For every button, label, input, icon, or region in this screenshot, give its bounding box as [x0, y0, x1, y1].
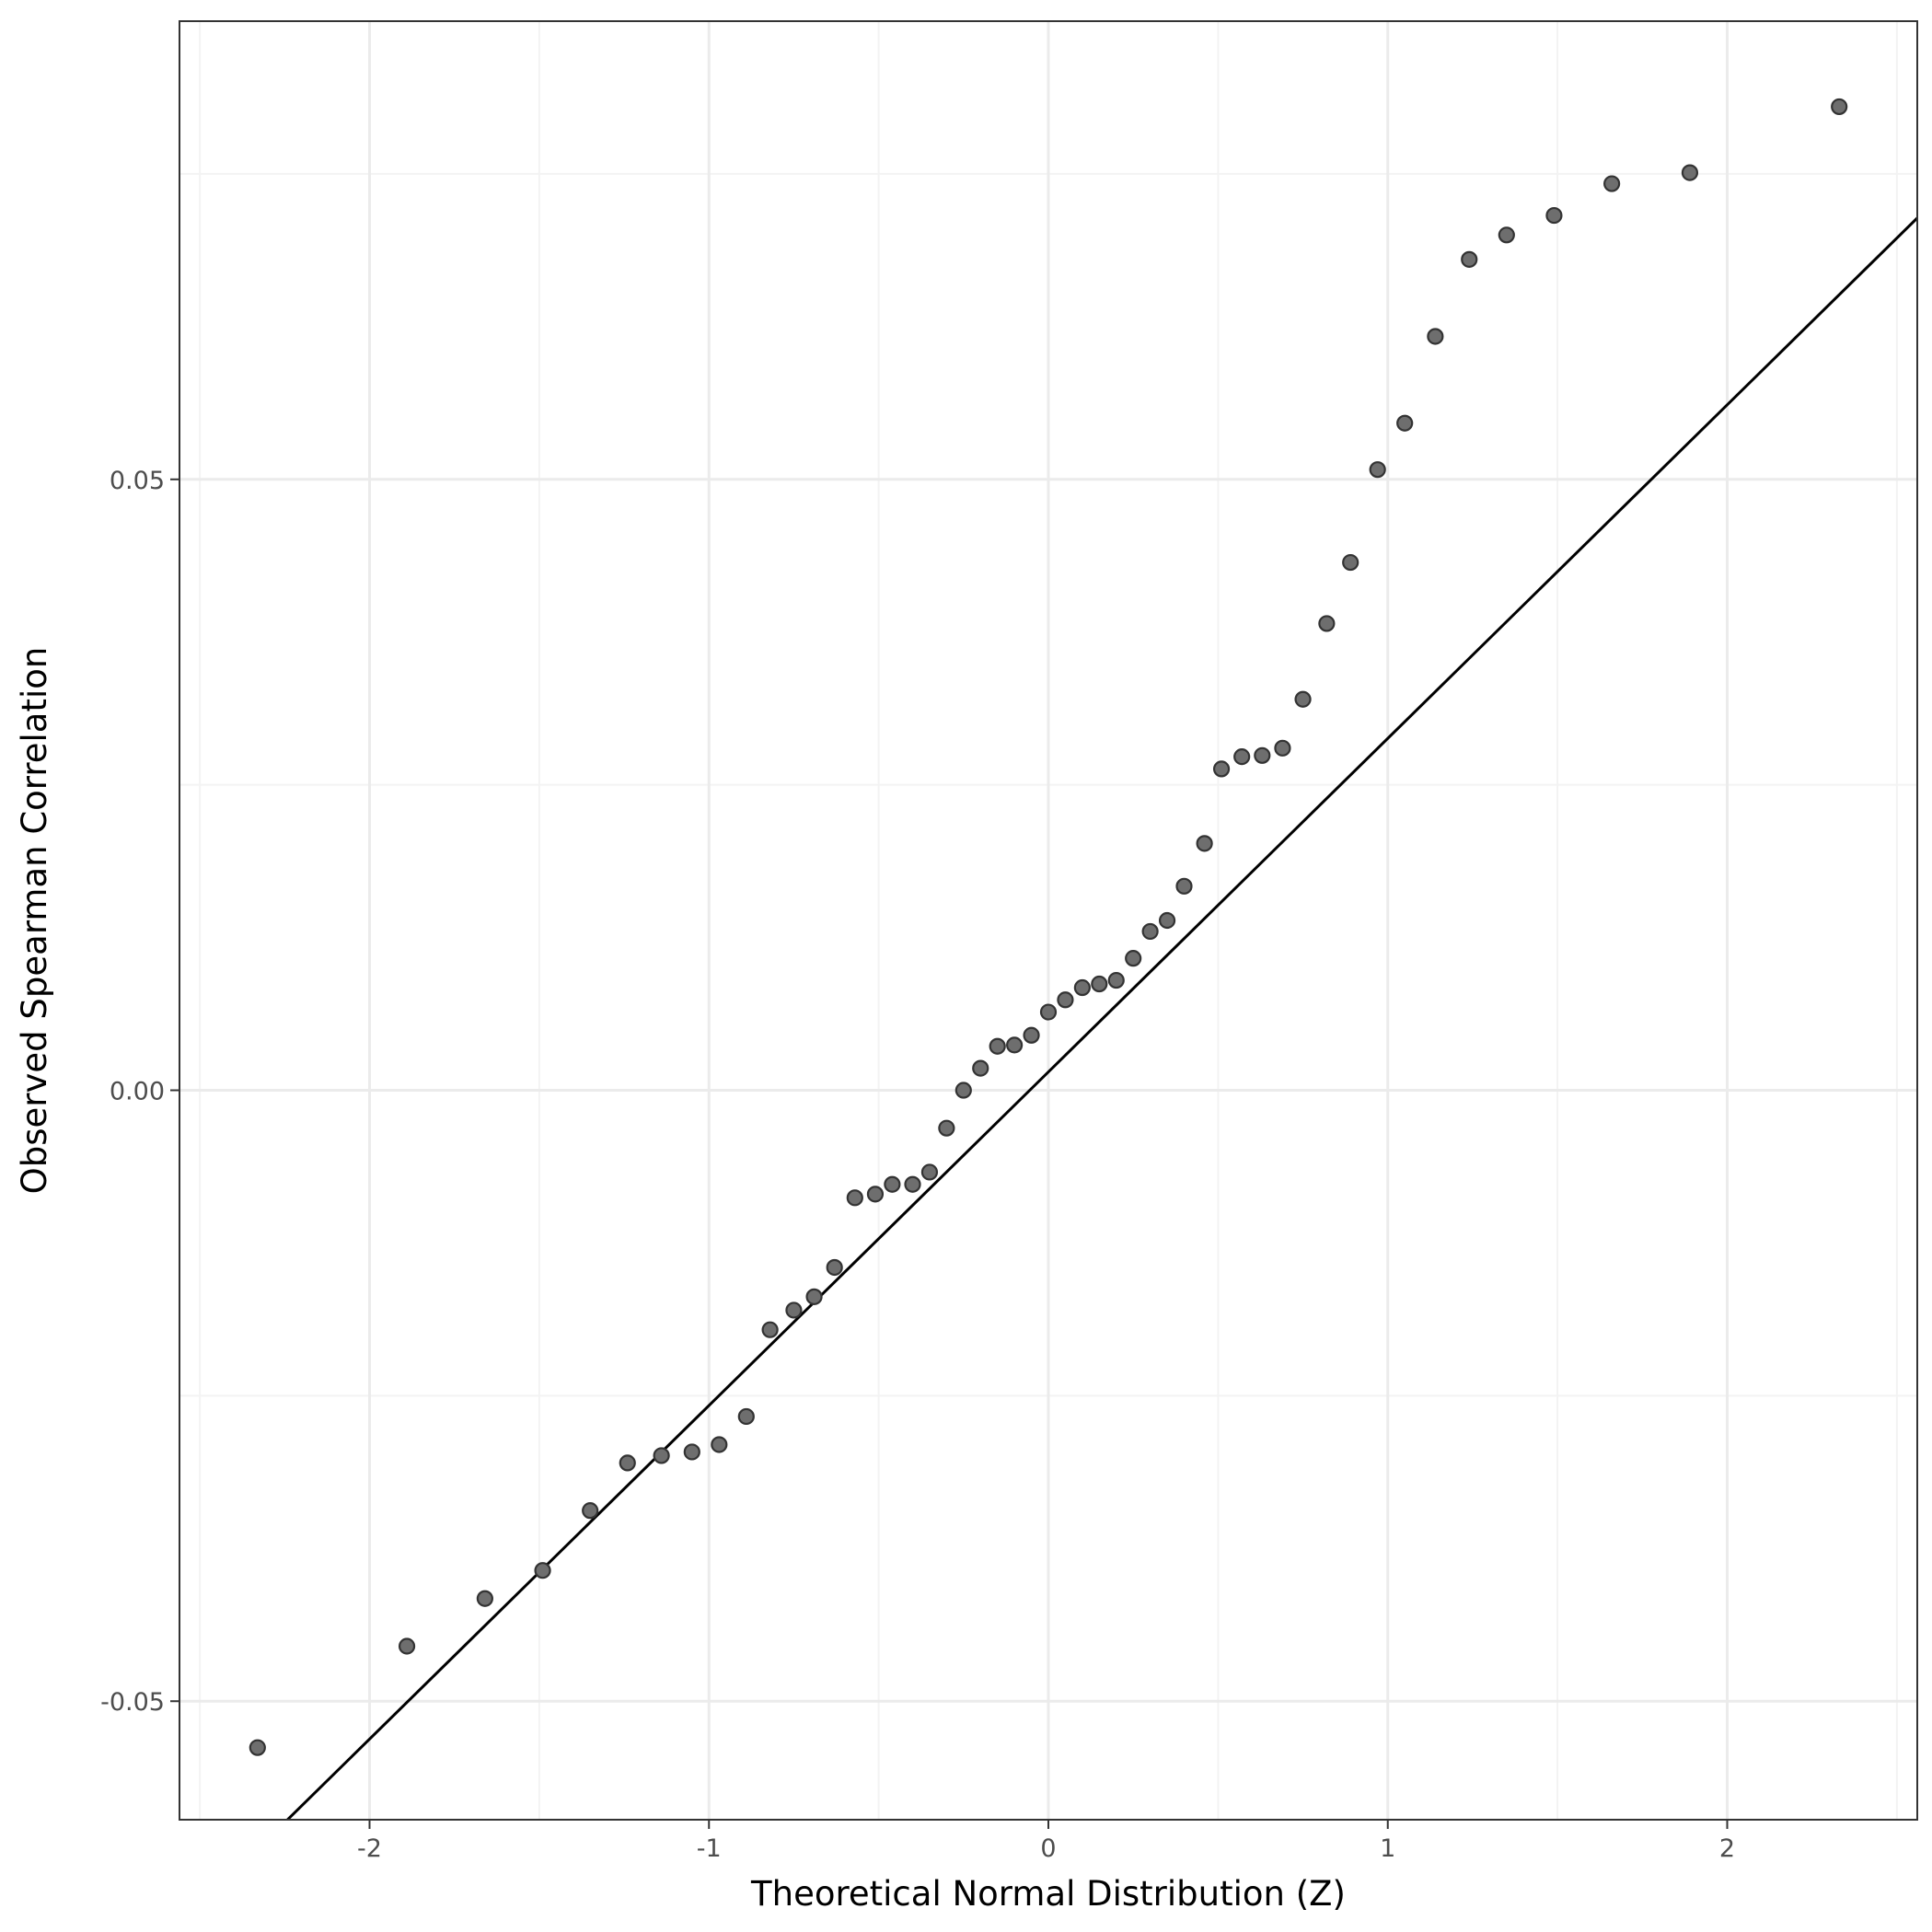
data-point: [866, 1186, 885, 1203]
data-point: [1498, 226, 1515, 244]
data-point: [805, 1288, 823, 1305]
x-tick-label: 2: [1719, 1834, 1735, 1863]
y-tick-label: -0.05: [100, 1688, 165, 1717]
x-tick-label: -1: [697, 1834, 722, 1863]
x-tick-label: -2: [357, 1834, 382, 1863]
data-point: [534, 1562, 551, 1579]
x-axis-ticks: -2 -1 0 1 2: [357, 1820, 1735, 1863]
data-point: [1175, 877, 1193, 895]
data-point: [1039, 1003, 1058, 1021]
data-point: [1831, 98, 1848, 116]
data-point: [1196, 835, 1213, 852]
y-tick-label: 0.05: [110, 467, 165, 495]
data-point: [1603, 175, 1621, 192]
y-axis-title: Observed Spearman Correlation: [15, 647, 54, 1195]
data-point: [920, 1163, 939, 1181]
data-point: [619, 1454, 636, 1472]
data-point: [1006, 1036, 1024, 1054]
data-point: [1073, 978, 1091, 997]
reference-line: [285, 216, 1917, 1820]
data-point: [1233, 748, 1251, 766]
x-tick-label: 0: [1040, 1834, 1056, 1863]
x-tick-label: 1: [1380, 1834, 1395, 1863]
data-point: [1681, 164, 1699, 181]
data-point: [1427, 328, 1444, 345]
data-point: [398, 1637, 416, 1655]
data-point: [954, 1082, 972, 1099]
data-point: [826, 1258, 843, 1277]
data-point: [972, 1059, 989, 1077]
data-point: [761, 1321, 779, 1338]
data-point: [1318, 615, 1336, 632]
data-point: [249, 1739, 266, 1756]
data-point: [711, 1436, 728, 1453]
data-point: [1141, 922, 1159, 941]
data-point: [1294, 690, 1312, 708]
x-axis-title: Theoretical Normal Distribution (Z): [750, 1874, 1346, 1914]
data-point: [904, 1175, 921, 1193]
data-point: [1125, 950, 1142, 967]
data-point: [1158, 911, 1176, 930]
data-point: [1396, 414, 1414, 432]
data-point: [1342, 553, 1359, 572]
data-point: [1091, 975, 1108, 993]
y-axis-ticks: -0.05 0.00 0.05: [100, 467, 179, 1717]
data-point: [1369, 461, 1386, 479]
data-point: [846, 1189, 863, 1207]
data-point: [1254, 746, 1271, 764]
y-tick-label: 0.00: [110, 1078, 165, 1106]
data-point: [785, 1301, 803, 1319]
data-point: [1057, 991, 1074, 1009]
data-point: [1461, 250, 1478, 268]
data-point: [1107, 971, 1125, 989]
data-point: [884, 1175, 901, 1193]
data-point: [683, 1443, 700, 1461]
data-point: [653, 1447, 670, 1464]
data-point: [989, 1037, 1006, 1055]
major-gridlines: [179, 21, 1917, 1820]
data-point: [1212, 760, 1231, 778]
data-point: [476, 1590, 493, 1607]
data-point: [938, 1119, 955, 1137]
reference-line-layer: [285, 216, 1917, 1820]
data-point: [1545, 206, 1563, 225]
data-point: [582, 1502, 599, 1520]
data-point: [737, 1407, 755, 1426]
data-point: [1023, 1026, 1040, 1044]
data-points: [249, 98, 1848, 1756]
data-point: [1274, 739, 1291, 757]
